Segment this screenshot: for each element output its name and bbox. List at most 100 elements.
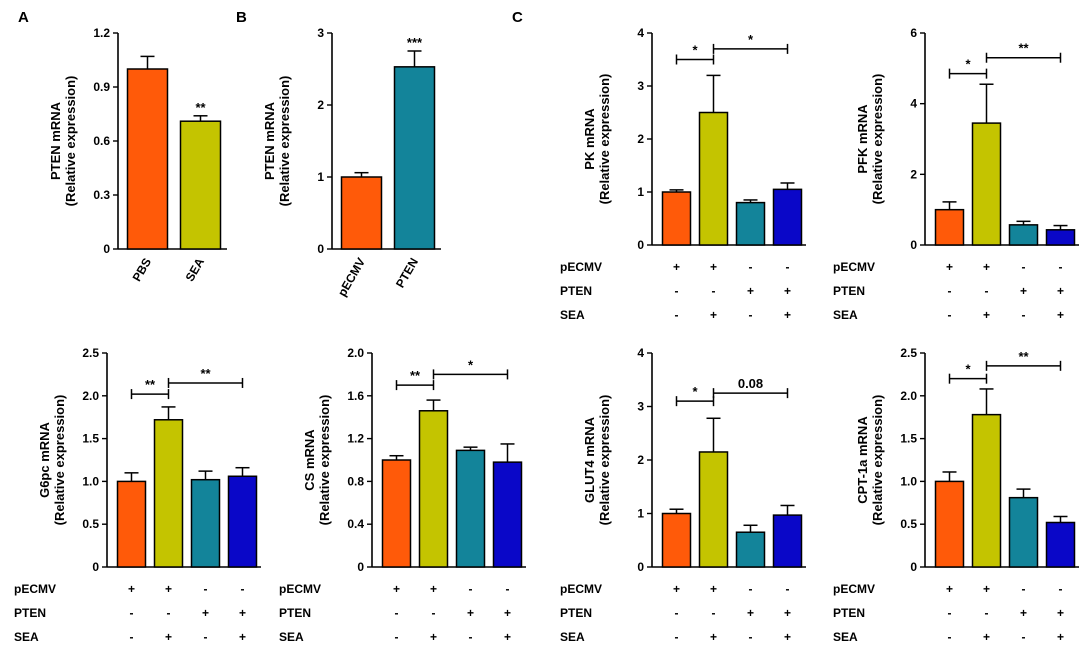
y-tick-label: 2.0 bbox=[900, 389, 917, 403]
bar bbox=[661, 512, 692, 568]
treatment-label: PTEN bbox=[560, 606, 592, 620]
treatment-mark: + bbox=[1020, 284, 1027, 298]
bracket-label: * bbox=[748, 32, 754, 47]
treatment-mark: - bbox=[395, 630, 399, 644]
treatment-mark: - bbox=[948, 284, 952, 298]
treatment-mark: + bbox=[983, 260, 990, 274]
treatment-label: SEA bbox=[279, 630, 304, 644]
treatment-mark: - bbox=[1059, 260, 1063, 274]
y-tick-label: 2.5 bbox=[900, 346, 917, 360]
treatment-mark: + bbox=[202, 606, 209, 620]
treatment-mark: - bbox=[432, 606, 436, 620]
x-tick-label: PTEN bbox=[393, 256, 421, 291]
y-tick-label: 0 bbox=[910, 238, 917, 252]
y-tick-label: 2 bbox=[637, 132, 644, 146]
chart-g6pc: 0 0.5 1.0 1.5 2.0 2.5 G6pc mRNA (Relative expre… bbox=[14, 346, 261, 644]
bar bbox=[698, 111, 729, 246]
treatment-mark: + bbox=[239, 606, 246, 620]
treatment-mark: - bbox=[1059, 582, 1063, 596]
treatment-mark: - bbox=[675, 606, 679, 620]
treatment-mark: + bbox=[1057, 606, 1064, 620]
treatment-mark: + bbox=[983, 582, 990, 596]
y-axis-label-2: (Relative expression) bbox=[870, 395, 885, 526]
bracket-label: * bbox=[965, 362, 971, 377]
bar bbox=[116, 480, 147, 568]
treatment-mark: - bbox=[675, 308, 679, 322]
y-tick-label: 4 bbox=[637, 26, 644, 40]
y-tick-label: 0 bbox=[317, 242, 324, 256]
treatment-label: PTEN bbox=[833, 284, 865, 298]
y-tick-label: 0.4 bbox=[347, 517, 364, 531]
y-axis-label-2: (Relative expression) bbox=[870, 74, 885, 205]
treatment-mark: + bbox=[747, 284, 754, 298]
y-tick-label: 6 bbox=[910, 26, 917, 40]
treatment-label: pECMV bbox=[833, 260, 875, 274]
bar bbox=[772, 514, 803, 568]
significance-label: ** bbox=[195, 100, 206, 115]
y-tick-label: 4 bbox=[910, 97, 917, 111]
treatment-mark: - bbox=[948, 308, 952, 322]
bar bbox=[1045, 229, 1076, 246]
treatment-mark: - bbox=[985, 284, 989, 298]
bar bbox=[153, 419, 184, 568]
treatment-mark: + bbox=[946, 582, 953, 596]
treatment-label: pECMV bbox=[14, 582, 56, 596]
treatment-label: SEA bbox=[833, 630, 858, 644]
treatment-label: SEA bbox=[14, 630, 39, 644]
y-tick-label: 1.5 bbox=[82, 432, 99, 446]
treatment-label: PTEN bbox=[279, 606, 311, 620]
treatment-mark: - bbox=[749, 630, 753, 644]
bar bbox=[381, 459, 412, 568]
bar bbox=[1008, 496, 1039, 568]
y-tick-label: 3 bbox=[637, 79, 644, 93]
bracket-label: * bbox=[692, 384, 698, 399]
treatment-mark: - bbox=[749, 582, 753, 596]
treatment-mark: - bbox=[1022, 308, 1026, 322]
y-tick-label: 4 bbox=[637, 346, 644, 360]
y-axis-label: PTEN mRNA bbox=[48, 101, 63, 180]
treatment-mark: - bbox=[786, 260, 790, 274]
y-axis-label-2: (Relative expression) bbox=[63, 76, 78, 207]
x-tick-label: SEA bbox=[183, 255, 208, 284]
treatment-mark: - bbox=[985, 606, 989, 620]
treatment-mark: + bbox=[710, 308, 717, 322]
y-tick-label: 1.2 bbox=[347, 432, 364, 446]
bar bbox=[661, 191, 692, 246]
y-axis-label: PK mRNA bbox=[582, 108, 597, 170]
treatment-mark: + bbox=[983, 308, 990, 322]
treatment-label: pECMV bbox=[560, 582, 602, 596]
treatment-mark: - bbox=[948, 606, 952, 620]
y-tick-label: 2.0 bbox=[82, 389, 99, 403]
treatment-mark: - bbox=[948, 630, 952, 644]
y-axis-label: GLUT4 mRNA bbox=[582, 416, 597, 503]
treatment-mark: + bbox=[165, 582, 172, 596]
y-tick-label: 2 bbox=[317, 98, 324, 112]
y-axis-label: PFK mRNA bbox=[855, 104, 870, 174]
y-tick-label: 2.0 bbox=[347, 346, 364, 360]
treatment-mark: + bbox=[710, 260, 717, 274]
treatment-mark: - bbox=[506, 582, 510, 596]
y-axis-label: CPT-1a mRNA bbox=[855, 416, 870, 504]
bracket-label: * bbox=[692, 43, 698, 58]
bracket-label: ** bbox=[1018, 349, 1029, 364]
treatment-mark: + bbox=[430, 582, 437, 596]
y-tick-label: 2.5 bbox=[82, 346, 99, 360]
treatment-label: pECMV bbox=[279, 582, 321, 596]
bracket-label: * bbox=[965, 57, 971, 72]
bar bbox=[735, 201, 766, 246]
treatment-mark: + bbox=[239, 630, 246, 644]
treatment-mark: - bbox=[712, 284, 716, 298]
y-tick-label: 0 bbox=[103, 242, 110, 256]
bar bbox=[971, 413, 1002, 568]
treatment-mark: - bbox=[786, 582, 790, 596]
treatment-mark: - bbox=[1022, 260, 1026, 274]
y-tick-label: 1.6 bbox=[347, 389, 364, 403]
chart-b: 0 1 2 3 PTEN mRNA (Relative expression) pECMV *… bbox=[262, 26, 441, 299]
treatment-mark: + bbox=[710, 630, 717, 644]
bar bbox=[698, 451, 729, 568]
x-tick-label: PBS bbox=[130, 256, 154, 284]
y-tick-label: 2 bbox=[910, 167, 917, 181]
treatment-label: SEA bbox=[560, 630, 585, 644]
treatment-mark: - bbox=[130, 606, 134, 620]
